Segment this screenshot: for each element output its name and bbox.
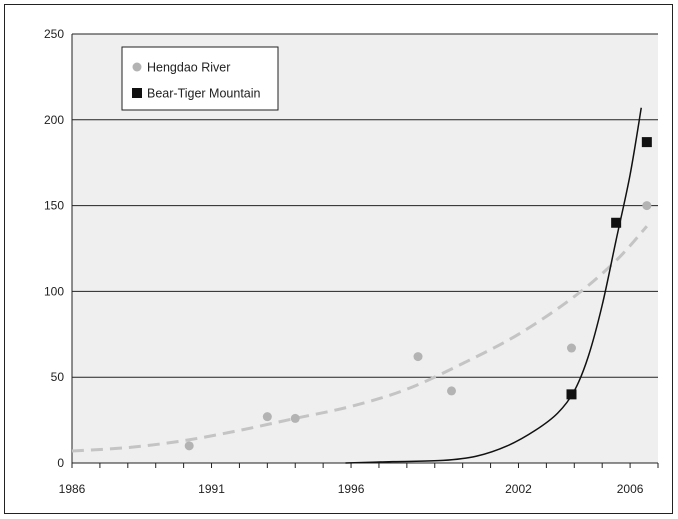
bear-tiger-data-point [641,137,652,148]
x-tick-label: 1991 [198,482,225,496]
y-tick-label: 200 [44,113,64,127]
bear-tiger-data-point [611,217,622,228]
hengdao-data-point [447,386,457,396]
y-tick-label: 250 [44,27,64,41]
y-tick-label: 50 [51,370,65,384]
x-tick-label: 2006 [617,482,644,496]
hengdao-data-point [642,201,652,211]
hengdao-data-point [413,352,423,362]
x-tick-label: 1996 [338,482,365,496]
legend-marker-bear-tiger [132,88,142,98]
x-tick-label: 1986 [59,482,86,496]
legend-label: Bear-Tiger Mountain [147,87,261,101]
x-tick-label: 2002 [505,482,532,496]
y-tick-label: 150 [44,199,64,213]
y-tick-label: 100 [44,284,64,298]
bear-tiger-data-point [566,389,577,400]
hengdao-data-point [290,413,300,423]
bear-tiger-trend-line [345,107,642,464]
hengdao-data-point [262,412,272,422]
hengdao-data-point [184,441,194,451]
y-tick-label: 0 [57,456,64,470]
legend-marker-hengdao [132,62,142,72]
hengdao-data-point [566,343,576,353]
legend-box [121,46,279,111]
legend-label: Hengdao River [147,61,230,75]
hengdao-trend-line [71,225,648,453]
